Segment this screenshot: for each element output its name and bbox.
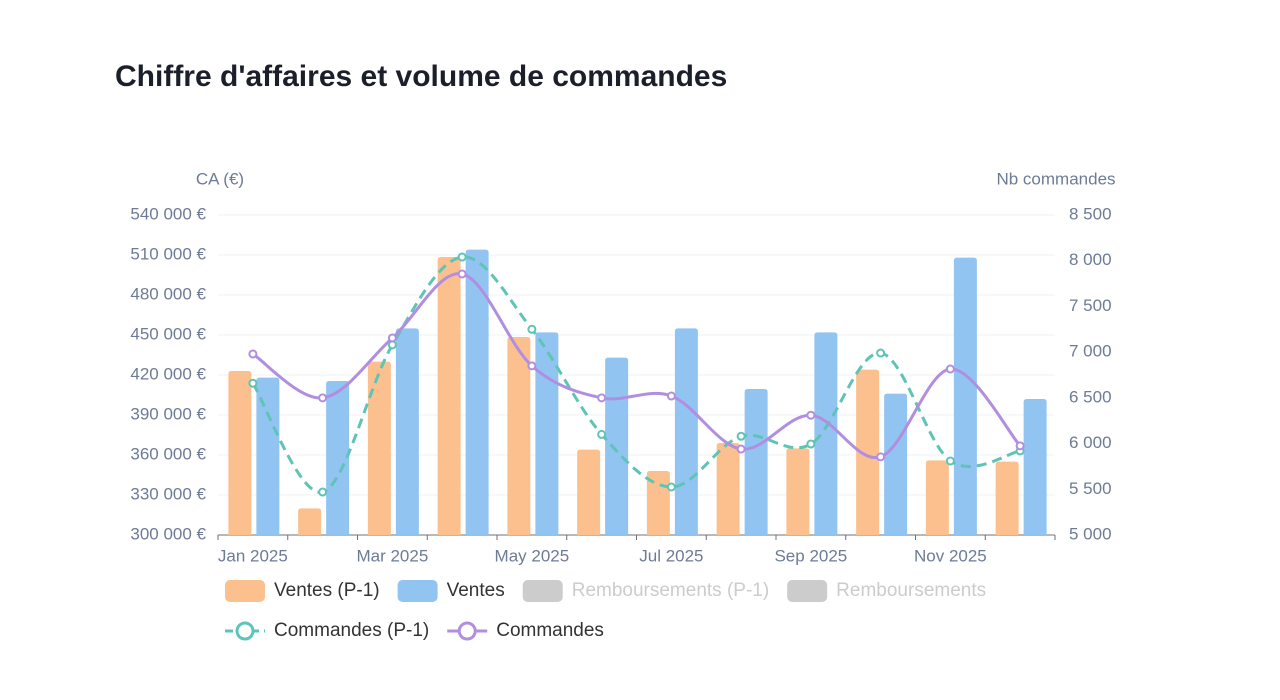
y2-tick-label: 8 500 (1069, 204, 1112, 223)
line-point (876, 452, 886, 462)
legend-item[interactable]: Commandes (447, 620, 604, 641)
legend-label: Ventes (447, 580, 505, 601)
y-tick-label: 420 000 € (130, 364, 206, 383)
y2-tick-label: 6 000 (1069, 433, 1112, 452)
bar (925, 460, 949, 535)
y-tick-label: 300 000 € (130, 524, 206, 543)
line-point (248, 349, 258, 359)
legend-marker (235, 621, 255, 641)
line-point (527, 361, 537, 371)
y2-tick-label: 7 500 (1069, 296, 1112, 315)
x-tick-label: May 2025 (495, 546, 570, 565)
bar (298, 508, 322, 535)
legend-label: Remboursements (836, 580, 986, 601)
x-tick-label: Mar 2025 (356, 546, 428, 565)
x-tick-label: Sep 2025 (774, 546, 847, 565)
bar (953, 257, 977, 535)
line-point (666, 391, 676, 401)
legend-swatch (787, 580, 828, 602)
legend-label: Remboursements (P-1) (572, 580, 769, 601)
y-tick-label: 330 000 € (130, 484, 206, 503)
legend-item[interactable]: Remboursements (P-1) (522, 580, 769, 602)
bar (814, 332, 838, 535)
y2-tick-label: 5 500 (1069, 479, 1112, 498)
bar (256, 377, 280, 535)
x-tick-label: Nov 2025 (914, 546, 987, 565)
line-point (736, 444, 746, 454)
y-axis-title: CA (€) (196, 169, 244, 188)
y2-axis-title: Nb commandes (996, 169, 1115, 188)
bar (326, 381, 350, 535)
line-point (457, 252, 467, 262)
bar (995, 461, 1019, 535)
line-point (597, 393, 607, 403)
bar (605, 357, 629, 535)
line-point (945, 456, 955, 466)
legend-item[interactable]: Ventes (397, 580, 505, 602)
bar (716, 443, 740, 535)
y2-tick-label: 7 000 (1069, 342, 1112, 361)
bar (465, 249, 489, 535)
bar (437, 257, 461, 535)
legend-label: Ventes (P-1) (274, 580, 380, 601)
line-point (806, 439, 816, 449)
bar (367, 361, 391, 535)
legend-marker (457, 621, 477, 641)
line-point (1015, 441, 1025, 451)
line-point (666, 482, 676, 492)
bar (228, 371, 252, 535)
bar (856, 369, 880, 535)
bar (884, 393, 908, 535)
bar (507, 337, 531, 535)
bar (744, 389, 768, 535)
legend-swatch (397, 580, 438, 602)
bar (577, 449, 601, 535)
legend-swatch (522, 580, 563, 602)
line-point (457, 269, 467, 279)
legend-item[interactable]: Remboursements (787, 580, 986, 602)
bar (395, 328, 419, 535)
x-tick-label: Jul 2025 (639, 546, 703, 565)
line-point (527, 324, 537, 334)
chart-title: Chiffre d'affaires et volume de commande… (115, 60, 727, 93)
line-point (736, 431, 746, 441)
line-point (318, 487, 328, 497)
line-point (876, 348, 886, 358)
y-tick-label: 510 000 € (130, 244, 206, 263)
legend-swatch (225, 580, 265, 602)
y-tick-label: 540 000 € (130, 204, 206, 223)
y2-tick-label: 6 500 (1069, 387, 1112, 406)
line-point (248, 378, 258, 388)
y2-tick-label: 5 000 (1069, 524, 1112, 543)
bar (535, 332, 559, 535)
line-point (318, 393, 328, 403)
line-point (945, 364, 955, 374)
line-point (387, 333, 397, 343)
legend-item[interactable]: Commandes (P-1) (225, 620, 429, 641)
legend-label: Commandes (P-1) (274, 620, 429, 641)
y-tick-label: 390 000 € (130, 404, 206, 423)
x-tick-label: Jan 2025 (218, 546, 288, 565)
y-tick-label: 360 000 € (130, 444, 206, 463)
line-point (597, 429, 607, 439)
legend-label: Commandes (496, 620, 604, 641)
bar (786, 448, 810, 535)
bar (1023, 399, 1047, 535)
legend-item[interactable]: Ventes (P-1) (225, 580, 380, 602)
y-tick-label: 480 000 € (130, 284, 206, 303)
y-tick-label: 450 000 € (130, 324, 206, 343)
bar (674, 328, 698, 535)
line-point (806, 410, 816, 420)
y2-tick-label: 8 000 (1069, 250, 1112, 269)
